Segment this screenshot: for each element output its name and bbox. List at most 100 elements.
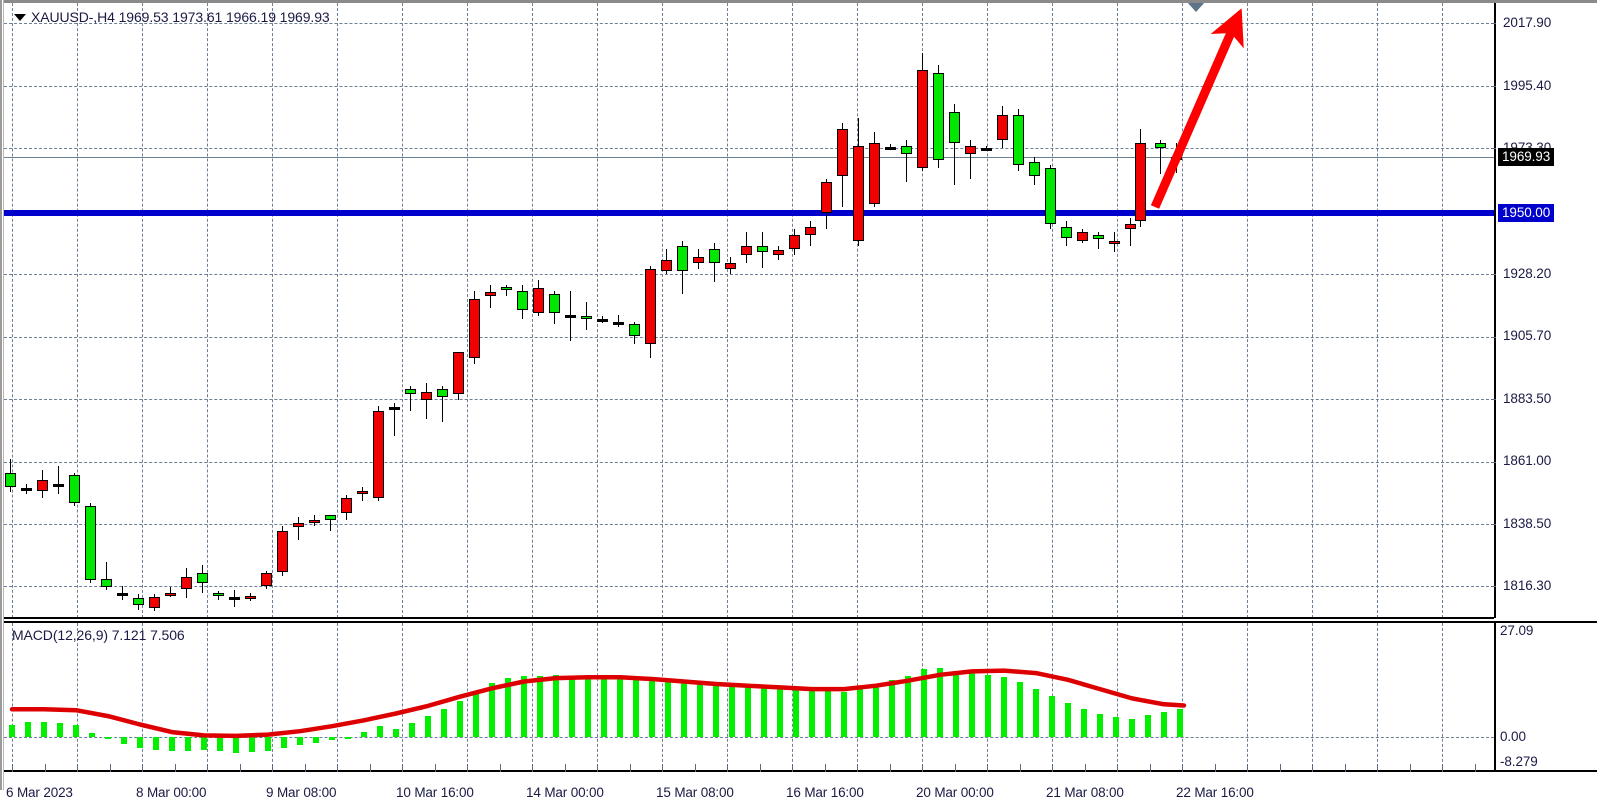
macd-indicator-label: MACD(12,26,9) 7.121 7.506 xyxy=(12,627,185,643)
candle-body xyxy=(676,246,688,272)
candlestick xyxy=(404,386,416,412)
candle-body xyxy=(548,293,560,314)
time-axis-tick xyxy=(207,764,208,772)
macd-vertical-gridline xyxy=(402,623,403,770)
macd-histogram-bar xyxy=(889,679,895,738)
time-axis-label: 6 Mar 2023 xyxy=(6,785,73,800)
candlestick xyxy=(516,285,528,319)
candle-body xyxy=(580,316,592,320)
time-axis-tick xyxy=(629,764,631,772)
macd-vertical-gridline xyxy=(1247,623,1248,770)
candlestick xyxy=(164,587,176,598)
macd-histogram-bar xyxy=(1129,718,1135,738)
time-axis[interactable]: 6 Mar 2023 8 Mar 00:00 9 Mar 08:00 10 Mar 1… xyxy=(4,764,1597,811)
macd-vertical-gridline xyxy=(207,623,208,770)
candle-wick xyxy=(169,587,171,598)
time-axis-tick xyxy=(1442,764,1443,772)
candle-wick xyxy=(1097,232,1099,249)
price-vertical-gridline xyxy=(77,3,78,618)
macd-axis[interactable]: 27.09 0.00 -8.279 xyxy=(1494,621,1597,770)
candlestick xyxy=(724,257,736,275)
macd-vertical-gridline xyxy=(1377,623,1378,770)
time-axis-label: 9 Mar 08:00 xyxy=(266,785,337,800)
price-vertical-gridline xyxy=(792,3,793,618)
candlestick xyxy=(644,265,656,359)
macd-axis-label: 0.00 xyxy=(1500,729,1526,745)
macd-histogram-bar xyxy=(521,675,527,738)
candle-body xyxy=(68,475,80,504)
macd-histogram-bar xyxy=(1049,695,1055,738)
price-axis-tick xyxy=(1491,147,1496,149)
price-chart-pane[interactable]: XAUUSD-,H4 1969.53 1973.61 1966.19 1969.… xyxy=(4,3,1494,618)
candle-body xyxy=(276,531,288,572)
macd-vertical-gridline xyxy=(337,623,338,770)
price-vertical-gridline xyxy=(467,3,468,618)
macd-histogram-bar xyxy=(409,722,415,738)
macd-histogram-bar xyxy=(441,709,447,738)
macd-histogram-bar xyxy=(809,689,815,738)
candlestick xyxy=(820,179,832,230)
time-axis-tick xyxy=(499,764,501,772)
macd-histogram-bar xyxy=(41,721,47,738)
candlestick xyxy=(36,469,48,498)
macd-histogram-bar xyxy=(153,737,159,751)
candlestick xyxy=(180,567,192,599)
top-triangle-marker xyxy=(1187,3,1205,12)
price-gridline xyxy=(4,461,1494,463)
candlestick xyxy=(708,243,720,283)
macd-histogram-bar xyxy=(761,685,767,738)
time-axis-tick xyxy=(434,764,436,772)
candle-body xyxy=(692,257,704,263)
price-axis[interactable]: 2017.901995.401973.301928.201905.701883.… xyxy=(1491,3,1597,618)
price-axis-label: 1995.40 xyxy=(1503,77,1552,93)
macd-histogram-bar xyxy=(105,737,111,740)
candle-body xyxy=(1028,162,1040,177)
macd-indicator-pane[interactable]: MACD(12,26,9) 7.121 7.506 xyxy=(4,621,1494,770)
candle-body xyxy=(708,248,720,263)
candle-wick xyxy=(57,465,59,494)
candle-body xyxy=(4,472,16,487)
macd-histogram-bar xyxy=(1065,702,1071,738)
macd-histogram-bar xyxy=(233,737,239,754)
price-gridline xyxy=(4,273,1494,275)
macd-histogram-bar xyxy=(585,676,591,738)
candle-body xyxy=(612,321,624,325)
triangle-down-icon[interactable] xyxy=(14,13,26,21)
candlestick xyxy=(676,240,688,294)
macd-vertical-gridline xyxy=(272,623,273,770)
candlestick xyxy=(52,465,64,494)
price-axis-tick xyxy=(1491,85,1496,87)
time-axis-tick xyxy=(1247,764,1248,772)
support-level-line[interactable] xyxy=(4,209,1494,216)
candlestick xyxy=(628,321,640,345)
price-vertical-gridline xyxy=(727,3,728,618)
candle-body xyxy=(884,146,896,150)
time-axis-tick xyxy=(369,764,371,772)
time-axis-tick xyxy=(727,764,728,772)
time-axis-tick xyxy=(272,764,273,772)
candlestick xyxy=(980,145,992,152)
candlestick xyxy=(948,103,960,185)
candle-body xyxy=(1060,226,1072,238)
candle-wick xyxy=(489,285,491,308)
candle-body xyxy=(1092,234,1104,240)
price-gridline xyxy=(4,22,1494,24)
candlestick xyxy=(580,302,592,331)
macd-histogram-bar xyxy=(1145,715,1151,738)
price-axis-label: 2017.90 xyxy=(1503,14,1552,30)
price-axis-tick xyxy=(1491,524,1496,526)
candlestick xyxy=(532,279,544,317)
price-gridline xyxy=(4,85,1494,87)
candle-body xyxy=(932,72,944,160)
candlestick xyxy=(324,514,336,532)
macd-histogram-bar xyxy=(601,677,607,738)
macd-histogram-bar xyxy=(57,722,63,738)
macd-histogram-bar xyxy=(457,700,463,738)
chart-symbol-text: XAUUSD-,H4 1969.53 1973.61 1966.19 1969.… xyxy=(31,9,330,25)
candle-body xyxy=(148,596,160,609)
support-level-badge[interactable]: 1950.00 xyxy=(1498,203,1555,222)
pane-divider xyxy=(4,617,1494,619)
macd-histogram-bar xyxy=(9,724,15,738)
candlestick xyxy=(420,383,432,420)
time-axis-tick xyxy=(694,764,696,772)
